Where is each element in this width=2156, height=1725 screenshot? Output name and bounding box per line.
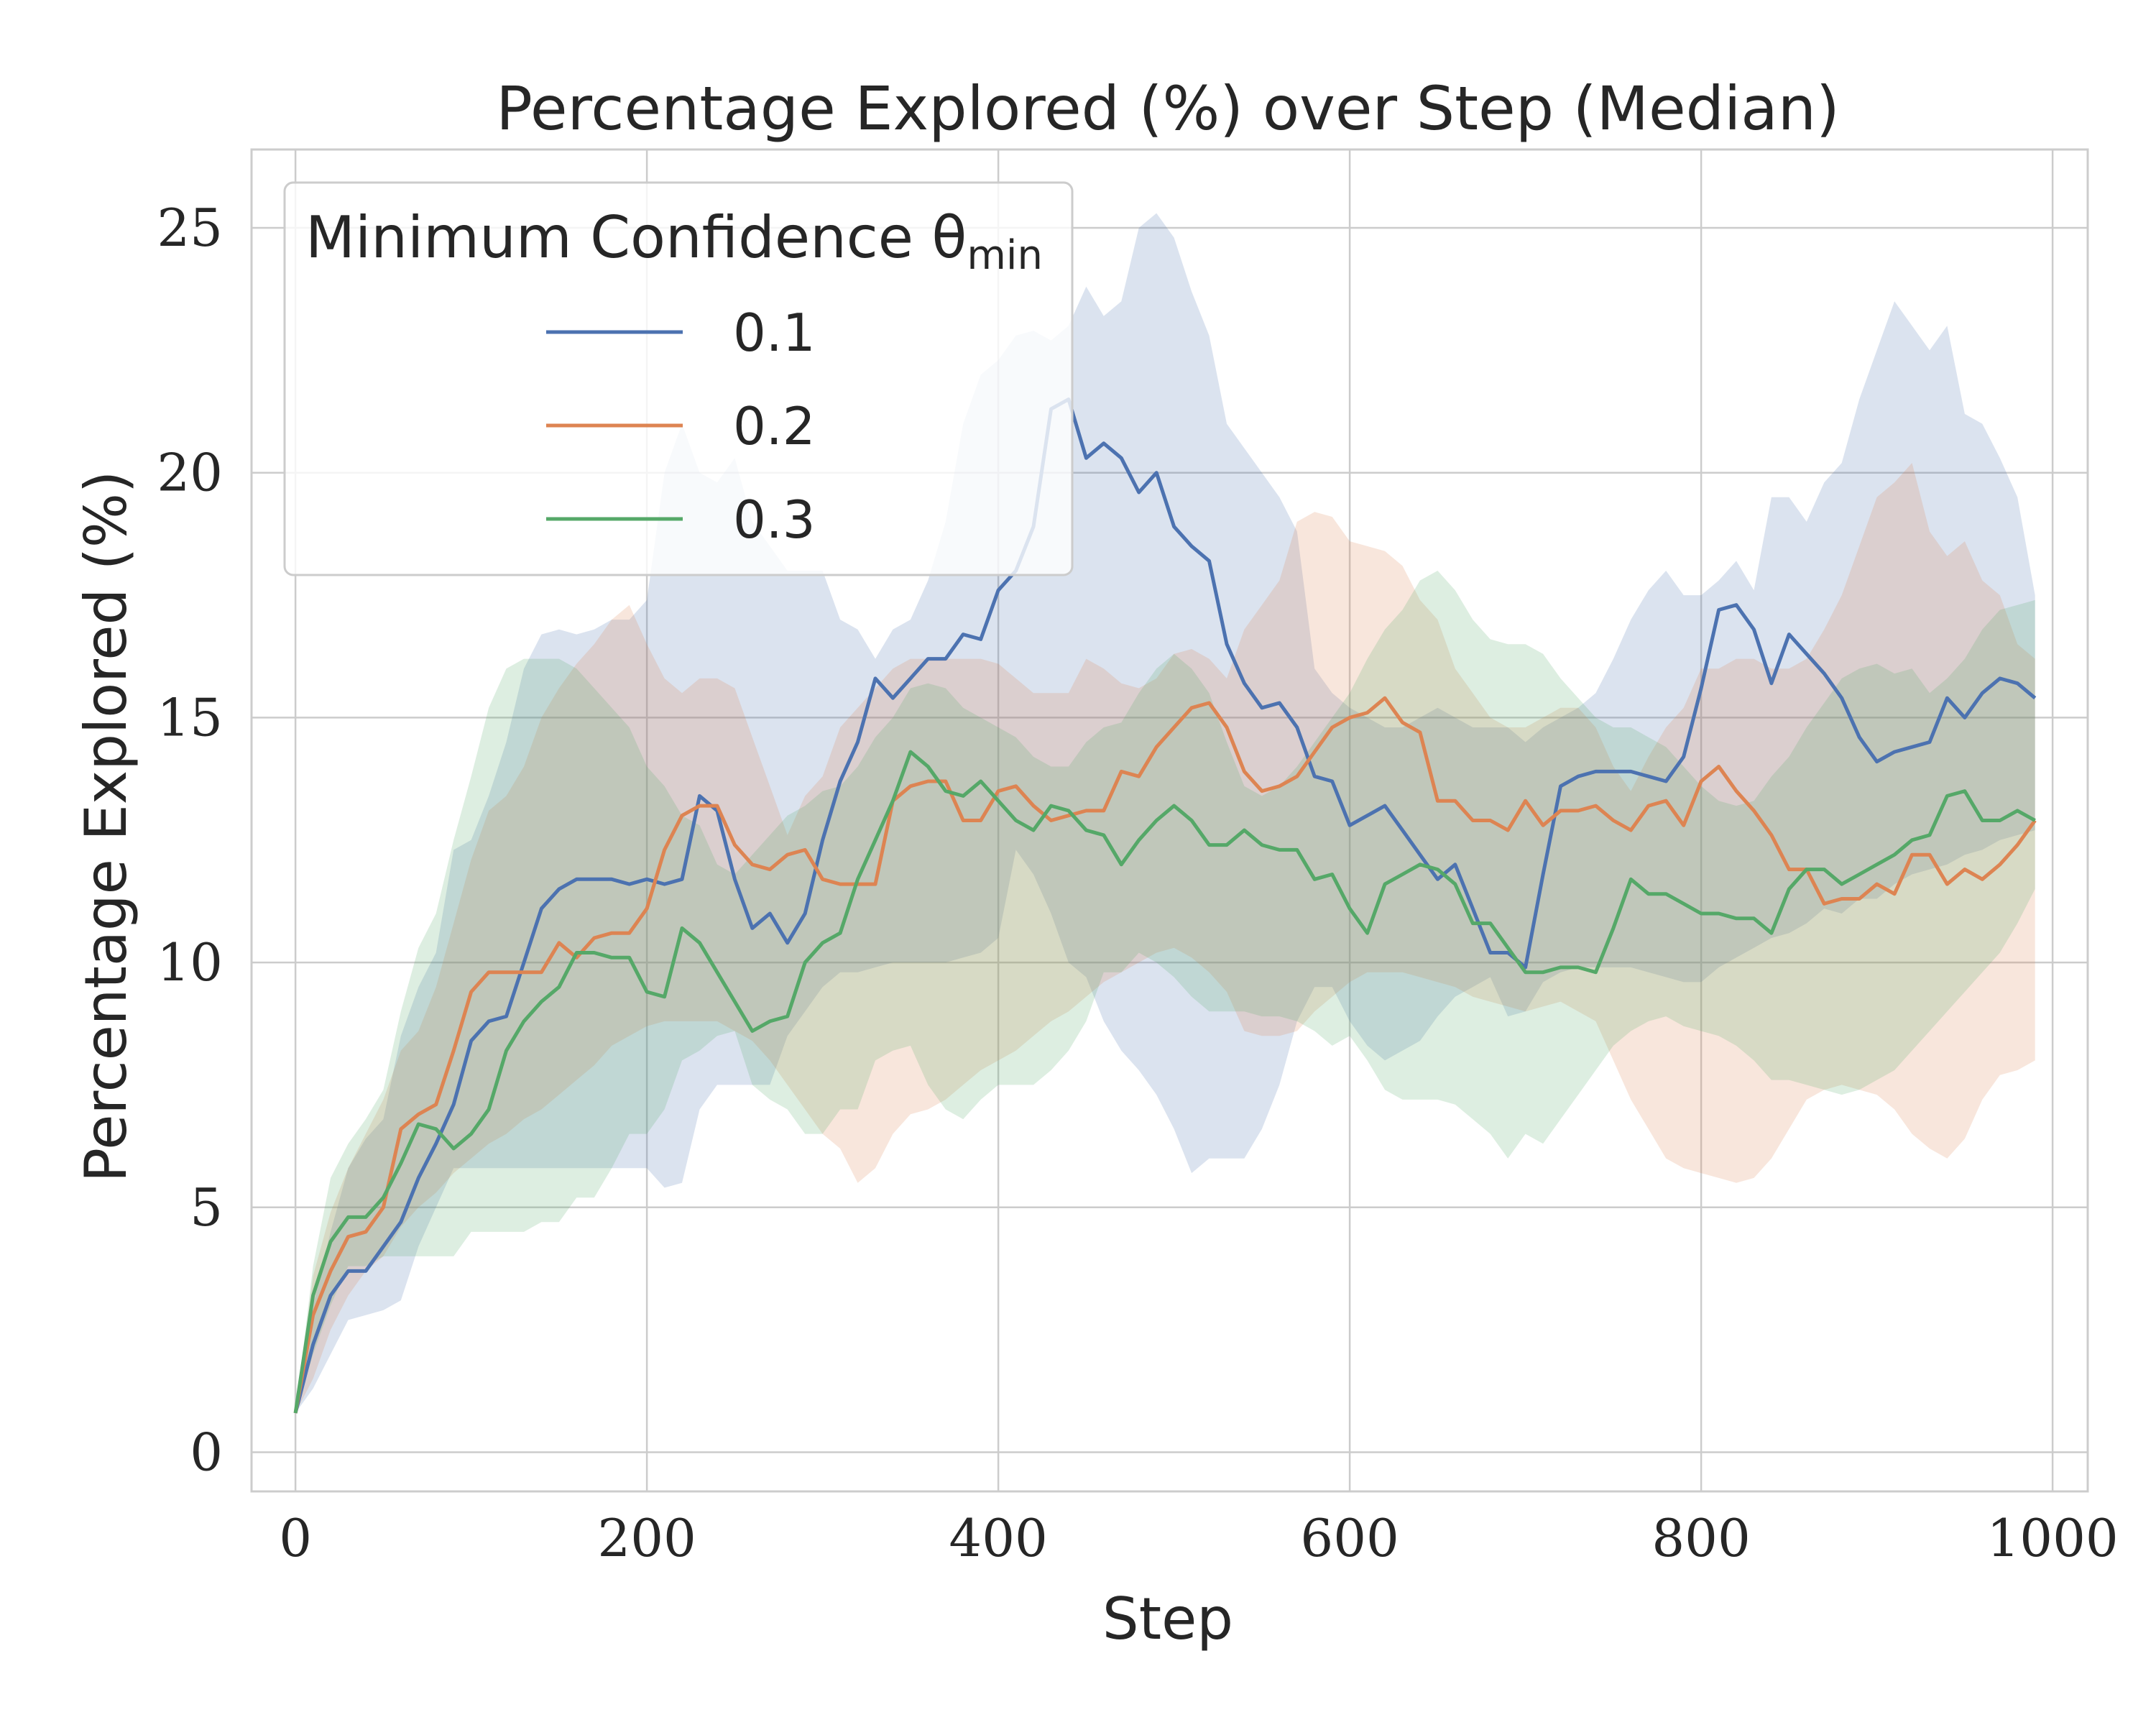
confidence-band-0.2 <box>295 463 2035 1413</box>
legend-box <box>283 181 1074 576</box>
y-tick-label: 20 <box>157 443 223 503</box>
y-axis-label: Percentage Explored (%) <box>73 471 139 1182</box>
x-ticks: 0 200 400 600 800 1000 <box>279 1508 2118 1568</box>
legend-title-text: Minimum Confidence θ <box>305 204 967 271</box>
series-line-0.1 <box>293 397 2037 1414</box>
legend-entries: 0.1 0.2 0.3 <box>546 303 816 550</box>
confidence-band-0.3 <box>295 571 2035 1413</box>
x-tick-label: 800 <box>1651 1508 1750 1568</box>
y-tick-label: 15 <box>157 687 223 748</box>
x-tick-label: 600 <box>1300 1508 1399 1568</box>
y-tick-label: 25 <box>157 198 223 258</box>
legend-label-0.2: 0.2 <box>733 396 816 456</box>
legend-label-0.3: 0.3 <box>733 489 816 550</box>
series-line-0.2 <box>293 696 2037 1414</box>
legend-title: Minimum Confidence θmin <box>305 204 1043 279</box>
x-tick-label: 400 <box>949 1508 1047 1568</box>
x-axis-label: Step <box>1102 1586 1233 1652</box>
chart-title: Percentage Explored (%) over Step (Media… <box>496 73 1840 144</box>
y-tick-label: 10 <box>157 932 223 993</box>
y-ticks: 0 5 10 15 20 25 <box>157 198 223 1482</box>
x-tick-label: 1000 <box>1986 1508 2118 1568</box>
legend-title-subscript: min <box>967 232 1043 279</box>
plot-frame <box>250 148 2089 1493</box>
series-line-0.3 <box>293 750 2036 1414</box>
y-tick-label: 0 <box>190 1422 223 1482</box>
y-tick-label: 5 <box>190 1177 223 1238</box>
legend: Minimum Confidence θmin 0.1 0.2 0.3 <box>283 181 1074 576</box>
legend-label-0.1: 0.1 <box>733 303 816 363</box>
x-tick-label: 0 <box>279 1508 312 1568</box>
x-tick-label: 200 <box>597 1508 696 1568</box>
series-lines <box>293 397 2037 1414</box>
